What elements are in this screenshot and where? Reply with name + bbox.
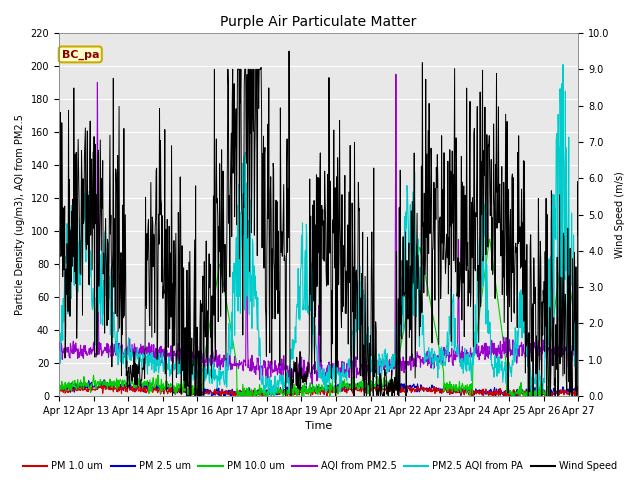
Y-axis label: Wind Speed (m/s): Wind Speed (m/s) bbox=[615, 171, 625, 258]
Legend: PM 1.0 um, PM 2.5 um, PM 10.0 um, AQI from PM2.5, PM2.5 AQI from PA, Wind Speed: PM 1.0 um, PM 2.5 um, PM 10.0 um, AQI fr… bbox=[19, 457, 621, 475]
Text: BC_pa: BC_pa bbox=[61, 49, 99, 60]
X-axis label: Time: Time bbox=[305, 421, 332, 432]
Y-axis label: Particle Density (ug/m3), AQI from PM2.5: Particle Density (ug/m3), AQI from PM2.5 bbox=[15, 114, 25, 315]
Title: Purple Air Particulate Matter: Purple Air Particulate Matter bbox=[220, 15, 417, 29]
